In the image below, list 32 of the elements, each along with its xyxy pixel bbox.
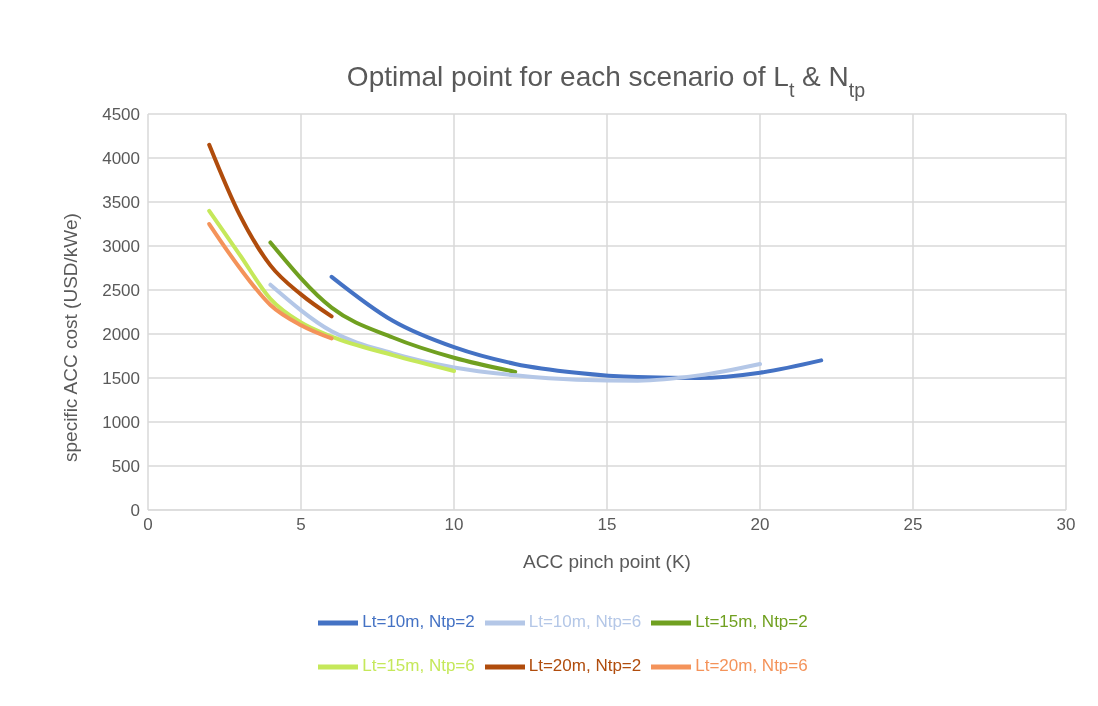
y-tick-label: 1500 — [102, 369, 140, 389]
line-series — [268, 282, 762, 383]
x-tick-label: 25 — [903, 515, 923, 535]
y-tick-label: 3000 — [102, 237, 140, 257]
legend-label: Lt=20m, Ntp=6 — [695, 656, 808, 675]
legend-label: Lt=15m, Ntp=6 — [362, 656, 475, 675]
y-tick-label: 4500 — [102, 105, 140, 125]
y-tick-label: 0 — [130, 501, 140, 521]
y-axis-title: specific ACC cost (USD/kWe) — [59, 213, 81, 462]
chart-title: Optimal point for each scenario of L$_{t}$ & N$_{tp}$ — [346, 61, 866, 101]
line-series — [207, 208, 456, 373]
x-axis-title: ACC pinch point (K) — [523, 551, 691, 573]
x-tick-label: 15 — [597, 515, 617, 535]
x-tick-label: 5 — [296, 515, 306, 535]
line-series — [207, 222, 334, 341]
line-series — [329, 274, 824, 380]
y-tick-label: 3500 — [102, 193, 140, 213]
line-series — [268, 240, 518, 374]
legend-label: Lt=15m, Ntp=2 — [695, 612, 808, 631]
legend-label: Lt=10m, Ntp=2 — [362, 612, 475, 631]
x-tick-label: 0 — [143, 515, 153, 535]
legend-label: Lt=20m, Ntp=2 — [528, 656, 642, 675]
x-tick-label: 10 — [444, 515, 464, 535]
y-tick-label: 1000 — [102, 413, 140, 433]
line-series — [207, 142, 334, 319]
x-tick-label: 30 — [1056, 515, 1076, 535]
y-tick-label: 2000 — [102, 325, 140, 345]
legend-label: Lt=10m, Ntp=6 — [528, 612, 642, 631]
y-tick-label: 4000 — [102, 149, 140, 169]
y-tick-label: 500 — [111, 457, 140, 477]
x-tick-label: 20 — [750, 515, 770, 535]
y-tick-label: 2500 — [102, 281, 140, 301]
